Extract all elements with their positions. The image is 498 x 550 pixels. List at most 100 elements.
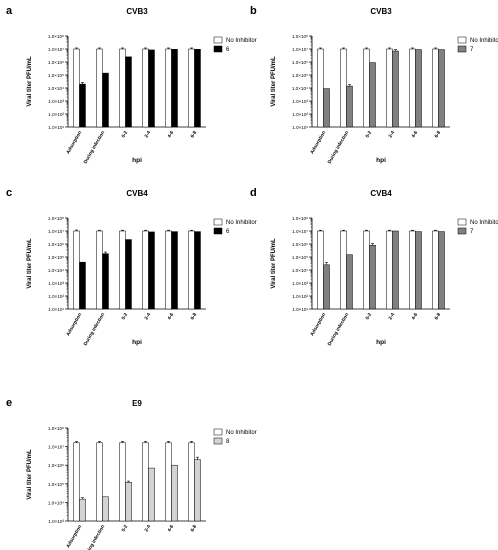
y-tick-label: 1.0×10⁵	[292, 255, 308, 260]
bar-compound-7	[323, 264, 330, 310]
y-tick-label: 1.0×10⁸	[48, 426, 64, 431]
bar-no-inhibitor	[96, 48, 103, 128]
bar-compound-7	[415, 49, 422, 128]
y-axis-label: Viral titer PFU/mL	[271, 56, 277, 107]
bar-no-inhibitor	[73, 48, 80, 128]
x-tick-label: 2-4	[388, 130, 397, 139]
x-tick-label: 6-8	[190, 130, 199, 139]
legend-swatch	[457, 227, 467, 235]
y-tick-label: 1.0×10³	[48, 99, 64, 104]
bar-no-inhibitor	[317, 48, 324, 128]
y-tick-label: 1.0×10⁶	[48, 242, 64, 247]
legend-label: No Inhibitor	[470, 220, 498, 226]
y-tick-label: 1.0×10⁸	[48, 34, 64, 39]
bar-compound-6	[171, 49, 178, 128]
x-tick-label: 4-6	[167, 312, 176, 321]
x-axis-label: hpi	[132, 157, 142, 164]
x-tick-label: 6-8	[434, 130, 443, 139]
bar-compound-8	[125, 482, 132, 522]
y-tick-label: 1.0×10¹	[292, 125, 308, 130]
bar-compound-8	[102, 496, 109, 522]
y-tick-label: 1.0×10⁷	[48, 445, 64, 450]
bar-no-inhibitor	[96, 230, 103, 310]
y-tick-label: 1.0×10⁴	[292, 268, 308, 273]
bar-compound-6	[194, 49, 201, 128]
panel-e: e E9 1.0×10³ 1.0×10⁴ 1.0×10⁵ 1.0×10⁶ 1.0×10⁷ 1.…	[6, 397, 257, 550]
x-tick-label: 4-6	[167, 524, 176, 533]
bar-no-inhibitor	[188, 48, 195, 128]
bar-no-inhibitor	[363, 230, 370, 310]
legend-label: No Inhibitor	[226, 220, 257, 226]
bar-compound-6	[148, 49, 155, 128]
chart-title: CVB3	[370, 7, 392, 16]
bar-compound-6	[102, 253, 109, 310]
y-tick-label: 1.0×10³	[48, 281, 64, 286]
bar-no-inhibitor	[363, 48, 370, 128]
x-tick-label: 2-4	[144, 524, 153, 533]
x-axis-label: hpi	[132, 339, 142, 346]
y-tick-label: 1.0×10⁶	[292, 60, 308, 65]
bar-compound-6	[125, 56, 132, 128]
x-tick-label: Adsorption	[309, 130, 327, 155]
chart-title: CVB4	[126, 189, 148, 198]
x-tick-label: Adsorption	[309, 312, 327, 337]
y-tick-label: 1.0×10⁸	[48, 216, 64, 221]
bar-no-inhibitor	[142, 230, 149, 310]
y-axis-label: Viral titer PFU/mL	[27, 238, 33, 289]
y-tick-label: 1.0×10⁸	[292, 216, 308, 221]
x-tick-label: 4-6	[167, 130, 176, 139]
bar-compound-8	[148, 467, 155, 522]
bar-compound-6	[102, 72, 109, 128]
legend-swatch	[213, 428, 223, 436]
y-tick-label: 1.0×10³	[292, 99, 308, 104]
y-tick-label: 1.0×10⁵	[48, 255, 64, 260]
bar-compound-7	[369, 62, 376, 128]
x-tick-label: During infection	[83, 312, 107, 347]
y-tick-label: 1.0×10⁴	[48, 500, 64, 505]
bar-compound-8	[194, 459, 201, 522]
x-tick-label: During infection	[327, 312, 351, 347]
bar-no-inhibitor	[142, 48, 149, 128]
legend-swatch	[457, 218, 467, 226]
y-tick-label: 1.0×10⁶	[48, 463, 64, 468]
x-tick-label: 6-8	[190, 312, 199, 321]
y-tick-label: 1.0×10⁶	[292, 242, 308, 247]
legend-label: 7	[470, 47, 474, 53]
bar-compound-6	[79, 83, 86, 128]
legend-label: No Inhibitor	[470, 38, 498, 44]
y-tick-label: 1.0×10²	[48, 112, 64, 117]
chart-title: CVB3	[126, 7, 148, 16]
x-axis-label: hpi	[376, 157, 386, 164]
y-tick-label: 1.0×10²	[292, 294, 308, 299]
panel-letter: b	[250, 5, 257, 17]
bar-no-inhibitor	[73, 442, 80, 522]
bar-compound-6	[171, 231, 178, 310]
y-tick-label: 1.0×10⁴	[48, 86, 64, 91]
legend-label: 8	[226, 439, 230, 445]
y-tick-label: 1.0×10⁶	[48, 60, 64, 65]
y-tick-label: 1.0×10³	[292, 281, 308, 286]
legend-label: No Inhibitor	[226, 430, 257, 436]
x-tick-label: 0-2	[365, 312, 374, 321]
x-tick-label: 0-2	[121, 312, 130, 321]
bar-compound-7	[415, 231, 422, 310]
y-tick-label: 1.0×10¹	[48, 307, 64, 312]
bar-no-inhibitor	[432, 230, 439, 310]
y-tick-label: 1.0×10⁷	[48, 47, 64, 52]
bar-no-inhibitor	[432, 48, 439, 128]
legend-swatch	[213, 218, 223, 226]
legend-label: 7	[470, 229, 474, 235]
legend-swatch	[213, 437, 223, 445]
x-tick-label: 6-8	[434, 312, 443, 321]
chart-title: E9	[132, 399, 142, 408]
x-tick-label: 0-2	[121, 524, 130, 533]
bar-no-inhibitor	[73, 230, 80, 310]
y-axis-label: Viral titer PFU/mL	[271, 238, 277, 289]
y-tick-label: 1.0×10¹	[48, 125, 64, 130]
bar-compound-7	[392, 230, 399, 310]
bar-compound-6	[148, 231, 155, 310]
bar-compound-7	[438, 49, 445, 128]
x-tick-label: 2-4	[144, 130, 153, 139]
legend-swatch	[213, 45, 223, 53]
